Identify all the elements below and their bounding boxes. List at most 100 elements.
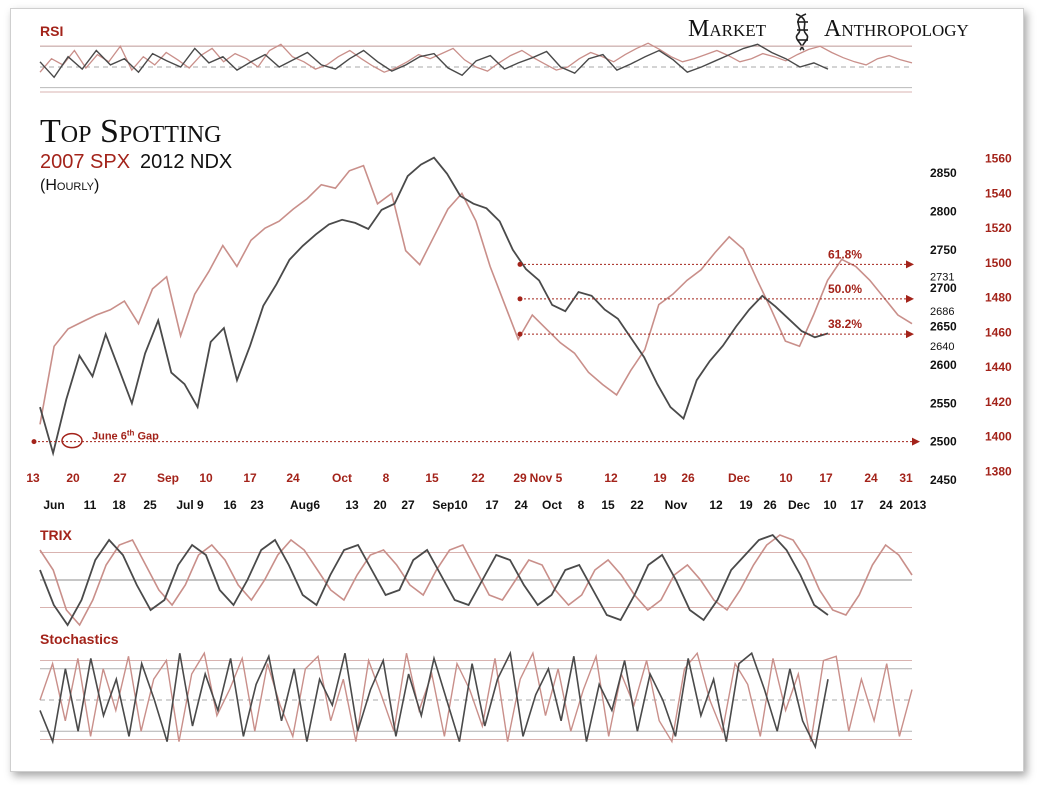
x-axis-bottom-label: 8 (578, 498, 585, 512)
x-axis-top-label: 8 (383, 471, 390, 485)
rsi-series-ndx (39, 43, 829, 79)
trix-panel: TRIX (39, 527, 913, 627)
right-axis-tick-label: 1460 (985, 325, 1012, 339)
x-axis-top-label: 29 (513, 471, 527, 485)
left-axis-tick-label: 2750 (930, 243, 957, 257)
right-axis-tick-label: 1440 (985, 360, 1012, 374)
x-axis-bottom-label: 19 (739, 498, 753, 512)
fib-level-label: 50.0% (828, 282, 862, 296)
x-axis-bottom-label: Sep10 (432, 498, 468, 512)
x-axis-top-label: 19 (653, 471, 667, 485)
x-axis-bottom-label: 24 (514, 498, 528, 512)
x-axis-bottom-label: 17 (850, 498, 864, 512)
price-panel: 2850 2800 2750 2700 2650 2600 2550 2500 2450 1560… (26, 152, 1012, 512)
x-axis-top-label: 17 (243, 471, 257, 485)
x-axis-top-label: 10 (199, 471, 213, 485)
gap-label: June 6th Gap (92, 429, 159, 443)
x-axis-bottom-label: 23 (250, 498, 264, 512)
gap-line-dot (31, 439, 37, 445)
left-axis-tick-label: 2600 (930, 358, 957, 372)
stochastics-title: Stochastics (40, 631, 119, 647)
fib-value-label: 2731 (930, 271, 954, 283)
x-axis-top-label: 24 (864, 471, 878, 485)
x-axis-top-label: 17 (819, 471, 833, 485)
brand-right: Anthropology (824, 16, 969, 42)
right-axis-tick-label: 1400 (985, 430, 1012, 444)
x-axis-top-label: 24 (286, 471, 300, 485)
x-axis-top-label: 31 (899, 471, 913, 485)
x-axis-bottom-label: 16 (223, 498, 237, 512)
x-axis-bottom-label: 2013 (900, 498, 927, 512)
rsi-title: RSI (40, 23, 63, 39)
x-axis-bottom-label: 18 (112, 498, 126, 512)
x-axis-bottom-label: 25 (143, 498, 157, 512)
right-axis-tick-label: 1500 (985, 256, 1012, 270)
x-axis-top-label: Sep (157, 471, 179, 485)
x-axis-top-label: Nov 5 (530, 471, 563, 485)
x-axis-top-label: 26 (681, 471, 695, 485)
x-axis-top-label: Oct (332, 471, 352, 485)
rsi-panel: RSI (39, 23, 913, 93)
subtitle-ndx: 2012 NDX (140, 151, 232, 173)
x-axis-top-label: Dec (728, 471, 750, 485)
trix-series-ndx (39, 533, 829, 627)
x-axis-bottom-label: 15 (601, 498, 615, 512)
x-axis-bottom-label: Aug6 (290, 498, 320, 512)
subtitle-spx: 2007 SPX (40, 151, 130, 173)
fib-value-label: 2686 (930, 306, 954, 318)
subtitle-interval: (Hourly) (40, 177, 99, 194)
x-axis-bottom-label: 26 (763, 498, 777, 512)
fib-level-dot (517, 261, 523, 267)
x-axis-top-label: 22 (471, 471, 485, 485)
stochastics-panel: Stochastics (39, 631, 913, 750)
x-axis-top-label: 12 (604, 471, 618, 485)
right-axis-tick-label: 1560 (985, 152, 1012, 166)
trix-title: TRIX (40, 527, 73, 543)
left-axis-tick-label: 2500 (930, 435, 957, 449)
chart-frame (10, 8, 1024, 772)
fib-value-label: 2640 (930, 341, 954, 353)
fib-level-label: 38.2% (828, 317, 862, 331)
brand-logo: Market Anthropology (688, 13, 969, 51)
right-axis-tick-label: 1520 (985, 221, 1012, 235)
left-axis-tick-label: 2800 (930, 204, 957, 218)
x-axis-bottom-label: 20 (373, 498, 387, 512)
x-axis-bottom-label: 27 (401, 498, 415, 512)
stoch-series-ndx (39, 650, 829, 750)
left-axis-tick-label: 2550 (930, 396, 957, 410)
series-line-ndx-2012 (39, 156, 829, 457)
right-axis-tick-label: 1420 (985, 395, 1012, 409)
main-title: Top Spotting (40, 113, 222, 150)
x-axis-bottom-label: Jul 9 (176, 498, 204, 512)
gap-marker-circle (61, 432, 83, 449)
x-axis-bottom-label: 11 (84, 498, 97, 512)
x-axis-bottom-label: Oct (542, 498, 562, 512)
x-axis-top-label: 15 (425, 471, 439, 485)
rsi-series-spx (39, 42, 913, 73)
left-axis-tick-label: 2700 (930, 281, 957, 295)
right-axis-tick-label: 1540 (985, 186, 1012, 200)
x-axis-top-label: 20 (66, 471, 80, 485)
left-axis-tick-label: 2650 (930, 320, 957, 334)
stoch-series-spx (39, 651, 913, 744)
right-axis-tick-label: 1380 (985, 464, 1012, 478)
x-axis-bottom-label: 22 (630, 498, 644, 512)
right-axis-tick-label: 1480 (985, 291, 1012, 305)
x-axis-top-label: 13 (26, 471, 40, 485)
x-axis-bottom-label: 24 (879, 498, 893, 512)
x-axis-bottom-label: 12 (709, 498, 723, 512)
fib-level-dot (517, 331, 523, 337)
left-axis-tick-label: 2450 (930, 473, 957, 487)
x-axis-bottom-label: Nov (665, 498, 688, 512)
x-axis-bottom-label: 10 (823, 498, 837, 512)
dna-helix-icon (795, 13, 809, 51)
trix-series-spx (39, 534, 913, 627)
x-axis-top-label: 27 (113, 471, 127, 485)
x-axis-bottom-label: Dec (788, 498, 810, 512)
x-axis-bottom-label: 17 (485, 498, 499, 512)
fib-level-label: 61.8% (828, 247, 862, 261)
left-axis-tick-label: 2850 (930, 166, 957, 180)
x-axis-top-label: 10 (779, 471, 793, 485)
brand-left: Market (688, 16, 767, 42)
x-axis-bottom-label: 13 (345, 498, 359, 512)
